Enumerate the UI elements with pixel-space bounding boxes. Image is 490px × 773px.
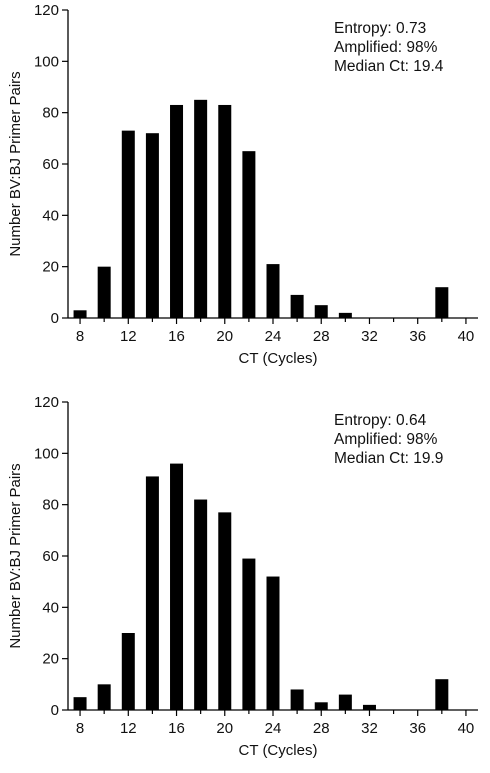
chart-2: 0 20 40 60 80 100 120 8 12 16 20 24 28 32 36 40 CT (Cycl… [7, 394, 478, 759]
bar [97, 684, 111, 710]
x-tick-label: 28 [313, 328, 330, 345]
x-tick-label: 20 [216, 720, 233, 737]
x-tick-label: 12 [120, 720, 137, 737]
x-tick-label: 8 [76, 720, 84, 737]
y-tick-label: 120 [34, 2, 59, 19]
bar [435, 287, 449, 318]
x-tick-label: 8 [76, 328, 84, 345]
bar [314, 702, 328, 710]
bar [266, 576, 280, 710]
x-axis-title: CT (Cycles) [239, 350, 318, 367]
stats-annotation: Entropy: 0.73 [334, 20, 426, 37]
y-tick-label: 40 [42, 207, 59, 224]
bar [290, 689, 304, 710]
bar [73, 697, 87, 710]
stats-annotation: Amplified: 98% [334, 39, 438, 56]
y-tick-label: 60 [42, 548, 59, 565]
y-tick-label: 100 [34, 53, 59, 70]
stats-annotation: Median Ct: 19.4 [334, 58, 444, 75]
x-tick-label: 24 [265, 720, 282, 737]
y-tick-label: 20 [42, 259, 59, 276]
bar [338, 312, 352, 318]
y-tick-label: 0 [51, 702, 59, 719]
bar [170, 104, 184, 318]
x-tick-label: 36 [409, 720, 426, 737]
x-tick-label: 12 [120, 328, 137, 345]
bar [314, 305, 328, 318]
x-tick-label: 16 [168, 328, 185, 345]
bar [194, 99, 208, 318]
bar [121, 633, 135, 710]
stats-annotation: Median Ct: 19.9 [334, 450, 443, 467]
chart-1: 0 20 40 60 80 100 120 8 12 16 20 24 28 32 36 40 CT (Cycl… [7, 2, 478, 367]
y-tick-label: 80 [42, 497, 59, 514]
bar [170, 463, 184, 710]
bar [194, 499, 208, 710]
stats-annotation: Amplified: 98% [334, 431, 438, 448]
bar [97, 266, 111, 318]
bar [362, 704, 376, 710]
x-tick-label: 36 [409, 328, 426, 345]
x-tick-label: 28 [313, 720, 330, 737]
y-tick-label: 40 [42, 599, 59, 616]
y-tick-label: 80 [42, 105, 59, 122]
bar [145, 476, 159, 710]
y-axis-title: Number BV:BJ Primer Pairs [7, 463, 24, 648]
x-tick-label: 20 [216, 328, 233, 345]
y-tick-label: 0 [51, 310, 59, 327]
x-axis-title: CT (Cycles) [239, 742, 318, 759]
bar [242, 151, 256, 318]
y-tick-label: 20 [42, 651, 59, 668]
y-tick-label: 60 [42, 156, 59, 173]
y-axis-title: Number BV:BJ Primer Pairs [7, 71, 24, 256]
bar [266, 264, 280, 318]
bar [338, 694, 352, 710]
bar [435, 679, 449, 710]
bar [218, 512, 232, 710]
bar [218, 104, 232, 318]
x-tick-label: 32 [361, 328, 378, 345]
y-tick-label: 100 [34, 445, 59, 462]
bar [121, 130, 135, 318]
bar [290, 294, 304, 318]
bar [145, 133, 159, 318]
bar [73, 310, 87, 318]
y-tick-label: 120 [34, 394, 59, 411]
x-tick-label: 40 [458, 328, 475, 345]
bar [242, 558, 256, 710]
x-tick-label: 16 [168, 720, 185, 737]
x-tick-label: 32 [361, 720, 378, 737]
x-tick-label: 40 [458, 720, 475, 737]
x-tick-label: 24 [265, 328, 282, 345]
stats-annotation: Entropy: 0.64 [334, 412, 427, 429]
